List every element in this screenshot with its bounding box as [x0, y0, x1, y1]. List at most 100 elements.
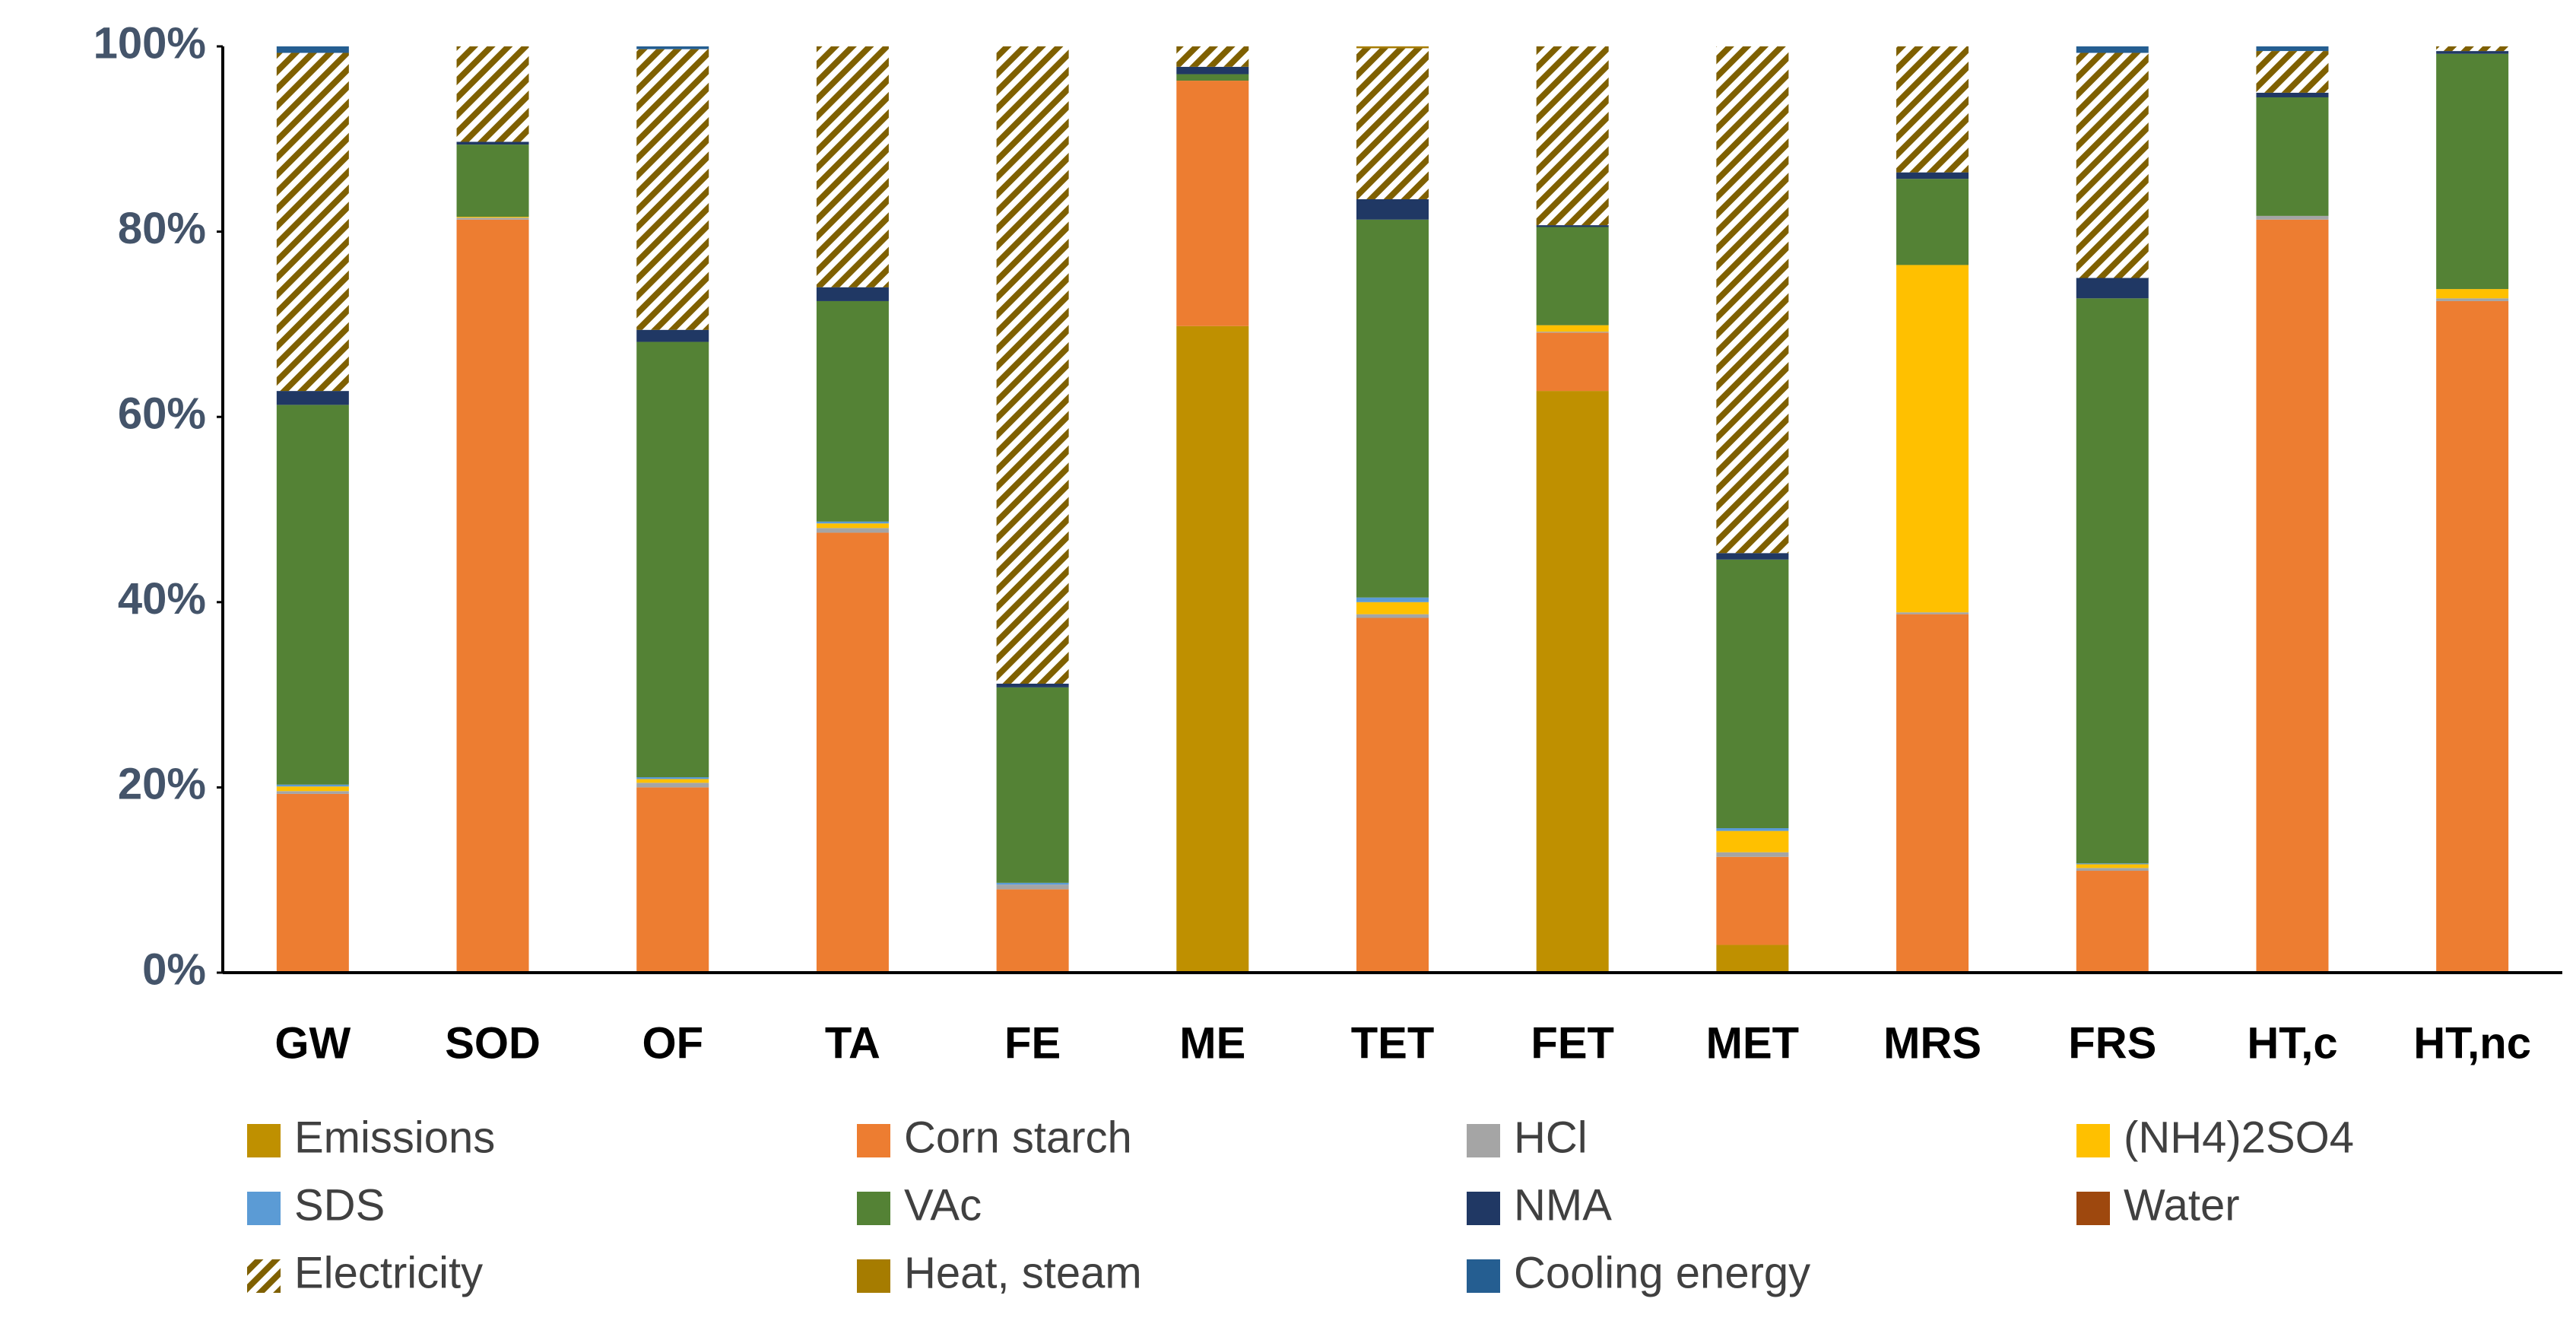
bar-segment — [1356, 602, 1429, 614]
bar-segment — [996, 46, 1069, 684]
bar-segment — [1896, 614, 1969, 973]
bar-segment — [276, 793, 349, 973]
bar-segment — [996, 882, 1069, 885]
bar-segment — [276, 391, 349, 405]
legend-swatch — [857, 1192, 890, 1225]
bar-segment — [816, 523, 889, 529]
bar-segment — [1536, 227, 1609, 325]
bar-segment — [1356, 219, 1429, 598]
bar-segment — [2436, 51, 2509, 54]
bar-segment — [276, 405, 349, 785]
legend-label: Emissions — [294, 1113, 495, 1162]
x-tick-label: TA — [825, 1018, 880, 1068]
bar-segment — [456, 144, 529, 217]
legend-swatch — [247, 1259, 281, 1293]
legend-label: HCl — [1514, 1113, 1588, 1162]
legend-label: SDS — [294, 1180, 385, 1230]
bar-segment — [816, 521, 889, 524]
bar-segment — [2256, 92, 2329, 97]
bar-segment — [1716, 852, 1789, 857]
legend-label: Cooling energy — [1514, 1248, 1810, 1297]
legend-label: Corn starch — [904, 1113, 1132, 1162]
bar-segment — [2436, 46, 2509, 52]
y-tick-label: 20% — [118, 760, 206, 809]
x-tick-label: HT,c — [2247, 1018, 2337, 1068]
bar-segment — [996, 683, 1069, 687]
y-tick-label: 80% — [118, 204, 206, 253]
legend-label: Electricity — [294, 1248, 483, 1297]
bar-segment — [996, 889, 1069, 973]
bar-segment — [456, 219, 529, 973]
legend-swatch — [2076, 1192, 2110, 1225]
legend-swatch — [857, 1259, 890, 1293]
bar-segment — [1356, 597, 1429, 602]
bar-segment — [636, 49, 709, 330]
bar-segment — [636, 329, 709, 342]
bar-segment — [2076, 864, 2149, 868]
bar-segment — [2436, 289, 2509, 299]
y-tick-label: 0% — [142, 945, 206, 994]
bar-segment — [1176, 46, 1249, 67]
bar-segment — [1356, 48, 1429, 199]
bar-segment — [456, 217, 529, 220]
bar-segment — [1536, 225, 1609, 227]
x-tick-label: HT,nc — [2413, 1018, 2531, 1068]
bar-segment — [2436, 300, 2509, 973]
bar-segment — [636, 787, 709, 973]
bar-segment — [816, 300, 889, 522]
y-tick-label: 100% — [94, 18, 206, 68]
legend-label: NMA — [1514, 1180, 1612, 1230]
x-tick-label: GW — [274, 1018, 351, 1068]
bar-segment — [996, 884, 1069, 890]
bar-segment — [636, 341, 709, 778]
legend-label: VAc — [904, 1180, 982, 1230]
bar-segment — [2076, 871, 2149, 973]
legend-swatch — [1467, 1124, 1500, 1157]
bar-segment — [1356, 198, 1429, 220]
x-tick-label: TET — [1351, 1018, 1435, 1068]
y-tick-label: 40% — [118, 574, 206, 624]
bar-segment — [456, 141, 529, 145]
x-tick-label: MRS — [1883, 1018, 1981, 1068]
bar-segment — [816, 287, 889, 301]
bar-segment — [996, 687, 1069, 883]
y-tick-label: 60% — [118, 389, 206, 439]
bar-segment — [276, 791, 349, 794]
bar-segment — [816, 528, 889, 533]
bar-segment — [2076, 278, 2149, 299]
bar-segment — [2256, 215, 2329, 220]
legend-swatch — [247, 1192, 281, 1225]
bar-segment — [1716, 945, 1789, 973]
bar-segment — [1356, 46, 1429, 49]
bar-segment — [636, 783, 709, 788]
bar-segment — [2256, 46, 2329, 52]
bar-segment — [2076, 52, 2149, 278]
bar-segment — [276, 786, 349, 792]
bar-segment — [816, 46, 889, 287]
legend-label: (NH4)2SO4 — [2124, 1113, 2354, 1162]
bar-segment — [2076, 298, 2149, 864]
bar-segment — [2436, 53, 2509, 290]
bar-segment — [1536, 332, 1609, 392]
bar-segment — [1536, 325, 1609, 332]
bar-segment — [276, 46, 349, 53]
bar-segment — [1896, 46, 1969, 173]
bar-segment — [1176, 81, 1249, 326]
bar-segment — [1896, 179, 1969, 265]
x-tick-label: OF — [642, 1018, 703, 1068]
x-tick-label: MET — [1706, 1018, 1799, 1068]
bar-segment — [1176, 325, 1249, 973]
bar-segment — [636, 777, 709, 779]
legend-swatch — [857, 1124, 890, 1157]
bar-segment — [2076, 868, 2149, 872]
bar-segment — [816, 532, 889, 973]
bar-segment — [1716, 856, 1789, 945]
x-tick-label: SOD — [445, 1018, 541, 1068]
bar-segment — [456, 46, 529, 142]
bar-segment — [2076, 46, 2149, 53]
x-tick-label: FRS — [2068, 1018, 2156, 1068]
bar-segment — [1716, 559, 1789, 828]
legend-label: Heat, steam — [904, 1248, 1142, 1297]
bar-segment — [2256, 97, 2329, 216]
